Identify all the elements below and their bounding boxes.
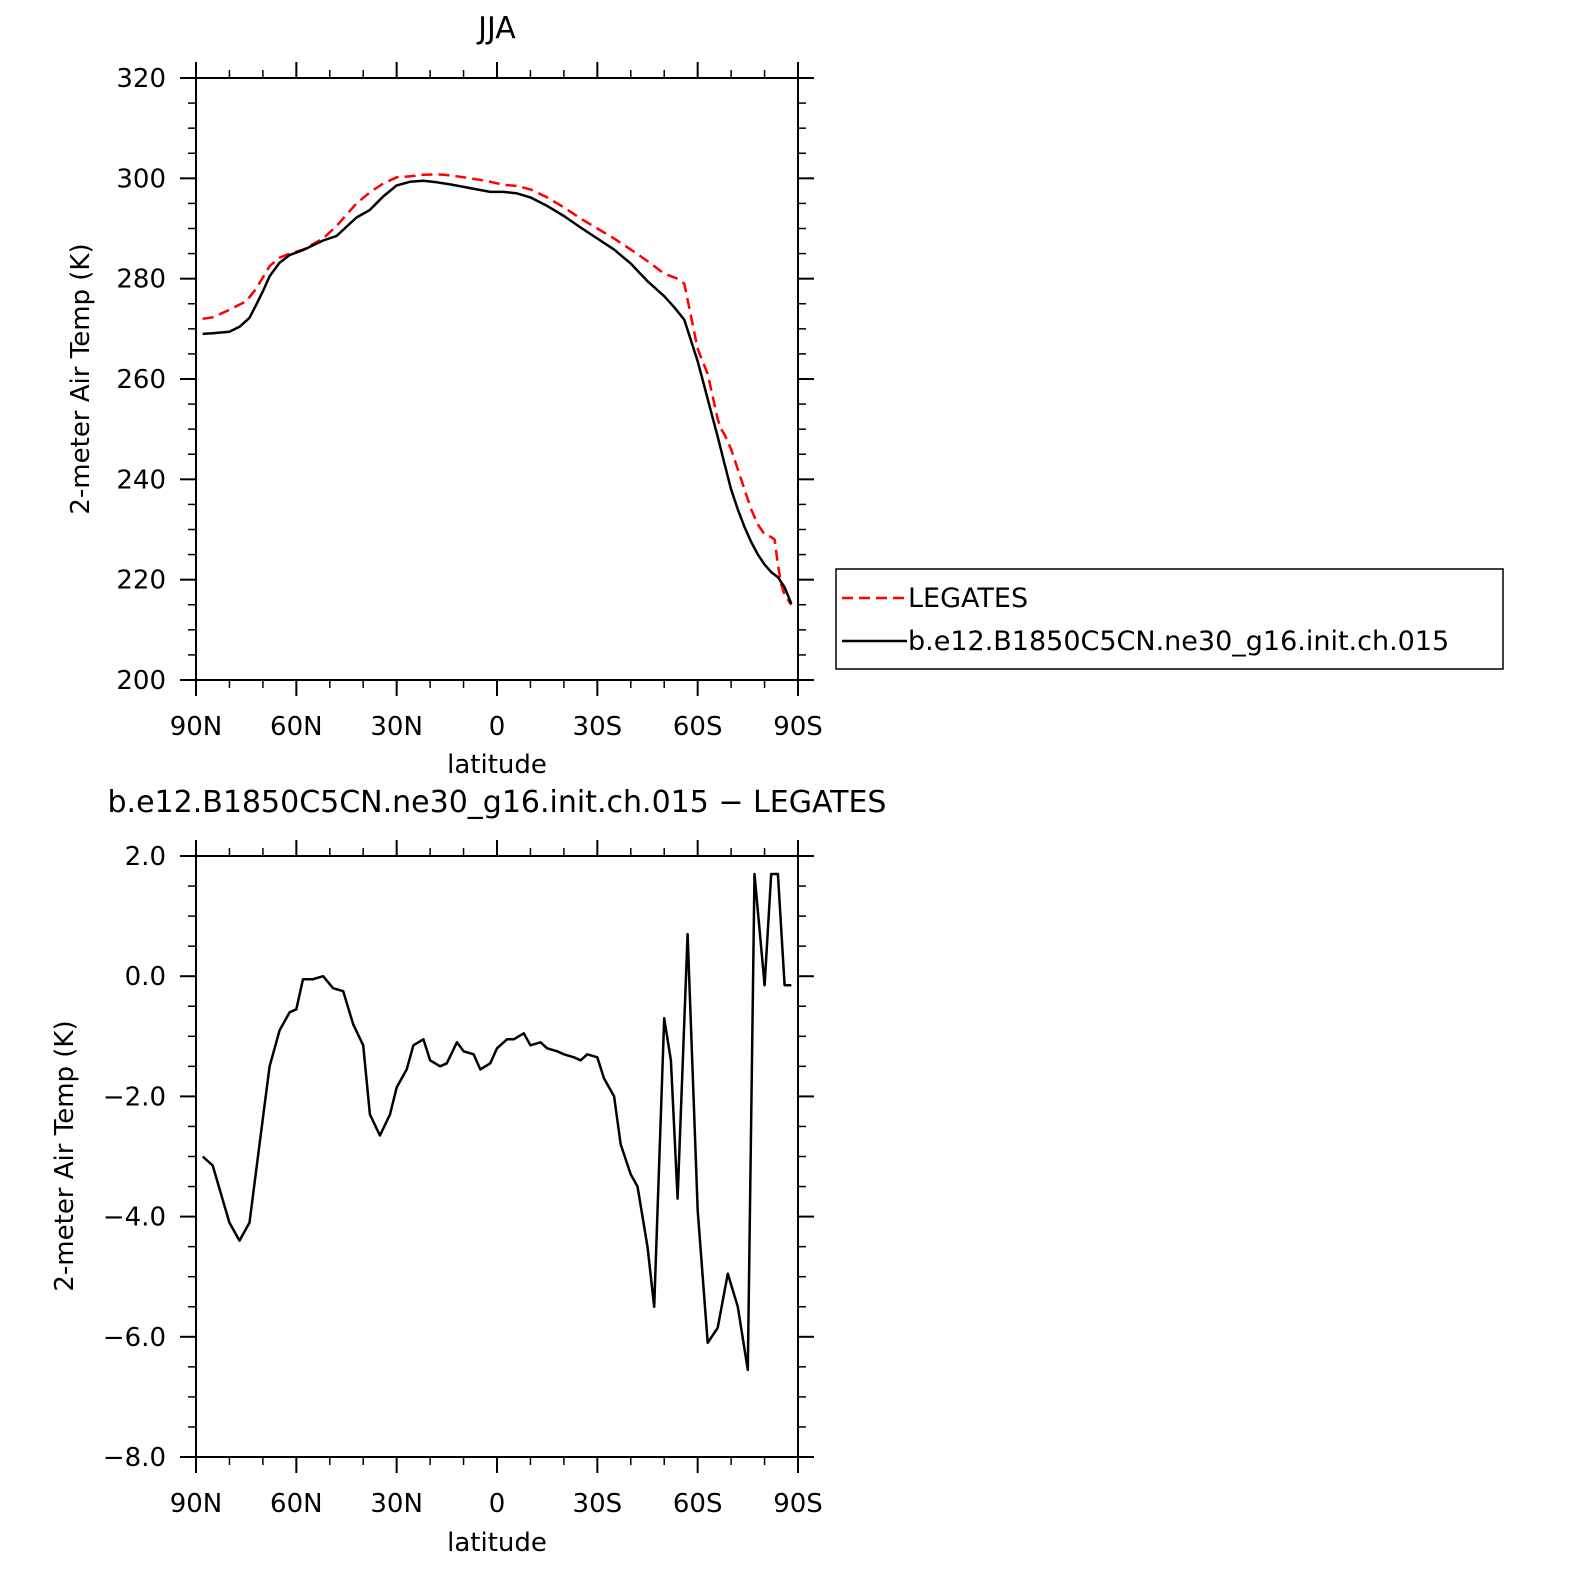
bottom-x-tick-label: 30S	[573, 1489, 623, 1519]
top-x-tick-label: 90N	[170, 712, 223, 742]
top-axis-ticks: 200 220 240 260 280 300 320 90N 60N 30N 0 30S 60S 90S	[116, 62, 823, 742]
bottom-series-line-0	[201, 872, 792, 1372]
top-series-line-0	[202, 173, 793, 606]
top-y-tick-label: 220	[116, 566, 166, 596]
legend-entry-model: b.e12.B1850C5CN.ne30_g16.init.ch.015	[908, 626, 1449, 657]
bottom-series-group	[201, 872, 792, 1372]
bottom-x-tick-label: 0	[489, 1489, 506, 1519]
top-y-tick-label: 320	[116, 64, 166, 94]
legend-box	[835, 568, 1504, 670]
bottom-y-tick-label: 0.0	[125, 962, 166, 992]
bottom-panel: b.e12.B1850C5CN.ne30_g16.init.ch.015 − L…	[50, 785, 886, 1558]
top-series-group	[202, 173, 793, 606]
bottom-y-tick-label: −8.0	[103, 1443, 166, 1473]
bottom-chart-title: b.e12.B1850C5CN.ne30_g16.init.ch.015 − L…	[108, 785, 887, 820]
top-x-tick-label: 0	[489, 712, 506, 742]
top-panel: JJA 2-meter Air Temp (K) latitude 200 220…	[66, 11, 823, 780]
top-y-tick-label: 200	[116, 666, 166, 696]
top-x-tick-label: 60S	[673, 712, 723, 742]
bottom-x-tick-label: 60S	[673, 1489, 723, 1519]
top-x-axis-label: latitude	[447, 750, 547, 780]
top-plot-frame	[195, 77, 799, 681]
top-y-tick-label: 240	[116, 465, 166, 495]
legend-entry-legates: LEGATES	[908, 583, 1028, 614]
top-series-line-1	[202, 179, 793, 605]
top-x-tick-label: 90S	[773, 712, 823, 742]
bottom-plot-frame	[195, 855, 799, 1458]
bottom-y-tick-label: 2.0	[125, 842, 166, 872]
top-y-tick-label: 280	[116, 265, 166, 295]
bottom-y-axis-label: 2-meter Air Temp (K)	[50, 1020, 80, 1291]
bottom-axis-ticks: −8.0 −6.0 −4.0 −2.0 0.0 2.0 90N 60N 30N 0 30S 60S 90…	[103, 840, 823, 1519]
bottom-y-tick-label: −6.0	[103, 1323, 166, 1353]
bottom-x-tick-label: 30N	[370, 1489, 423, 1519]
legend: LEGATES b.e12.B1850C5CN.ne30_g16.init.ch…	[835, 568, 1504, 670]
top-x-tick-label: 60N	[270, 712, 323, 742]
top-x-tick-label: 30N	[370, 712, 423, 742]
top-chart-title: JJA	[476, 11, 516, 46]
bottom-x-tick-label: 60N	[270, 1489, 323, 1519]
top-x-tick-label: 30S	[573, 712, 623, 742]
bottom-x-axis-label: latitude	[447, 1528, 547, 1558]
bottom-x-tick-label: 90S	[773, 1489, 823, 1519]
bottom-x-tick-label: 90N	[170, 1489, 223, 1519]
top-y-axis-label: 2-meter Air Temp (K)	[66, 243, 96, 514]
bottom-y-tick-label: −4.0	[103, 1203, 166, 1233]
top-y-tick-label: 260	[116, 365, 166, 395]
top-y-tick-label: 300	[116, 164, 166, 194]
bottom-y-tick-label: −2.0	[103, 1082, 166, 1112]
